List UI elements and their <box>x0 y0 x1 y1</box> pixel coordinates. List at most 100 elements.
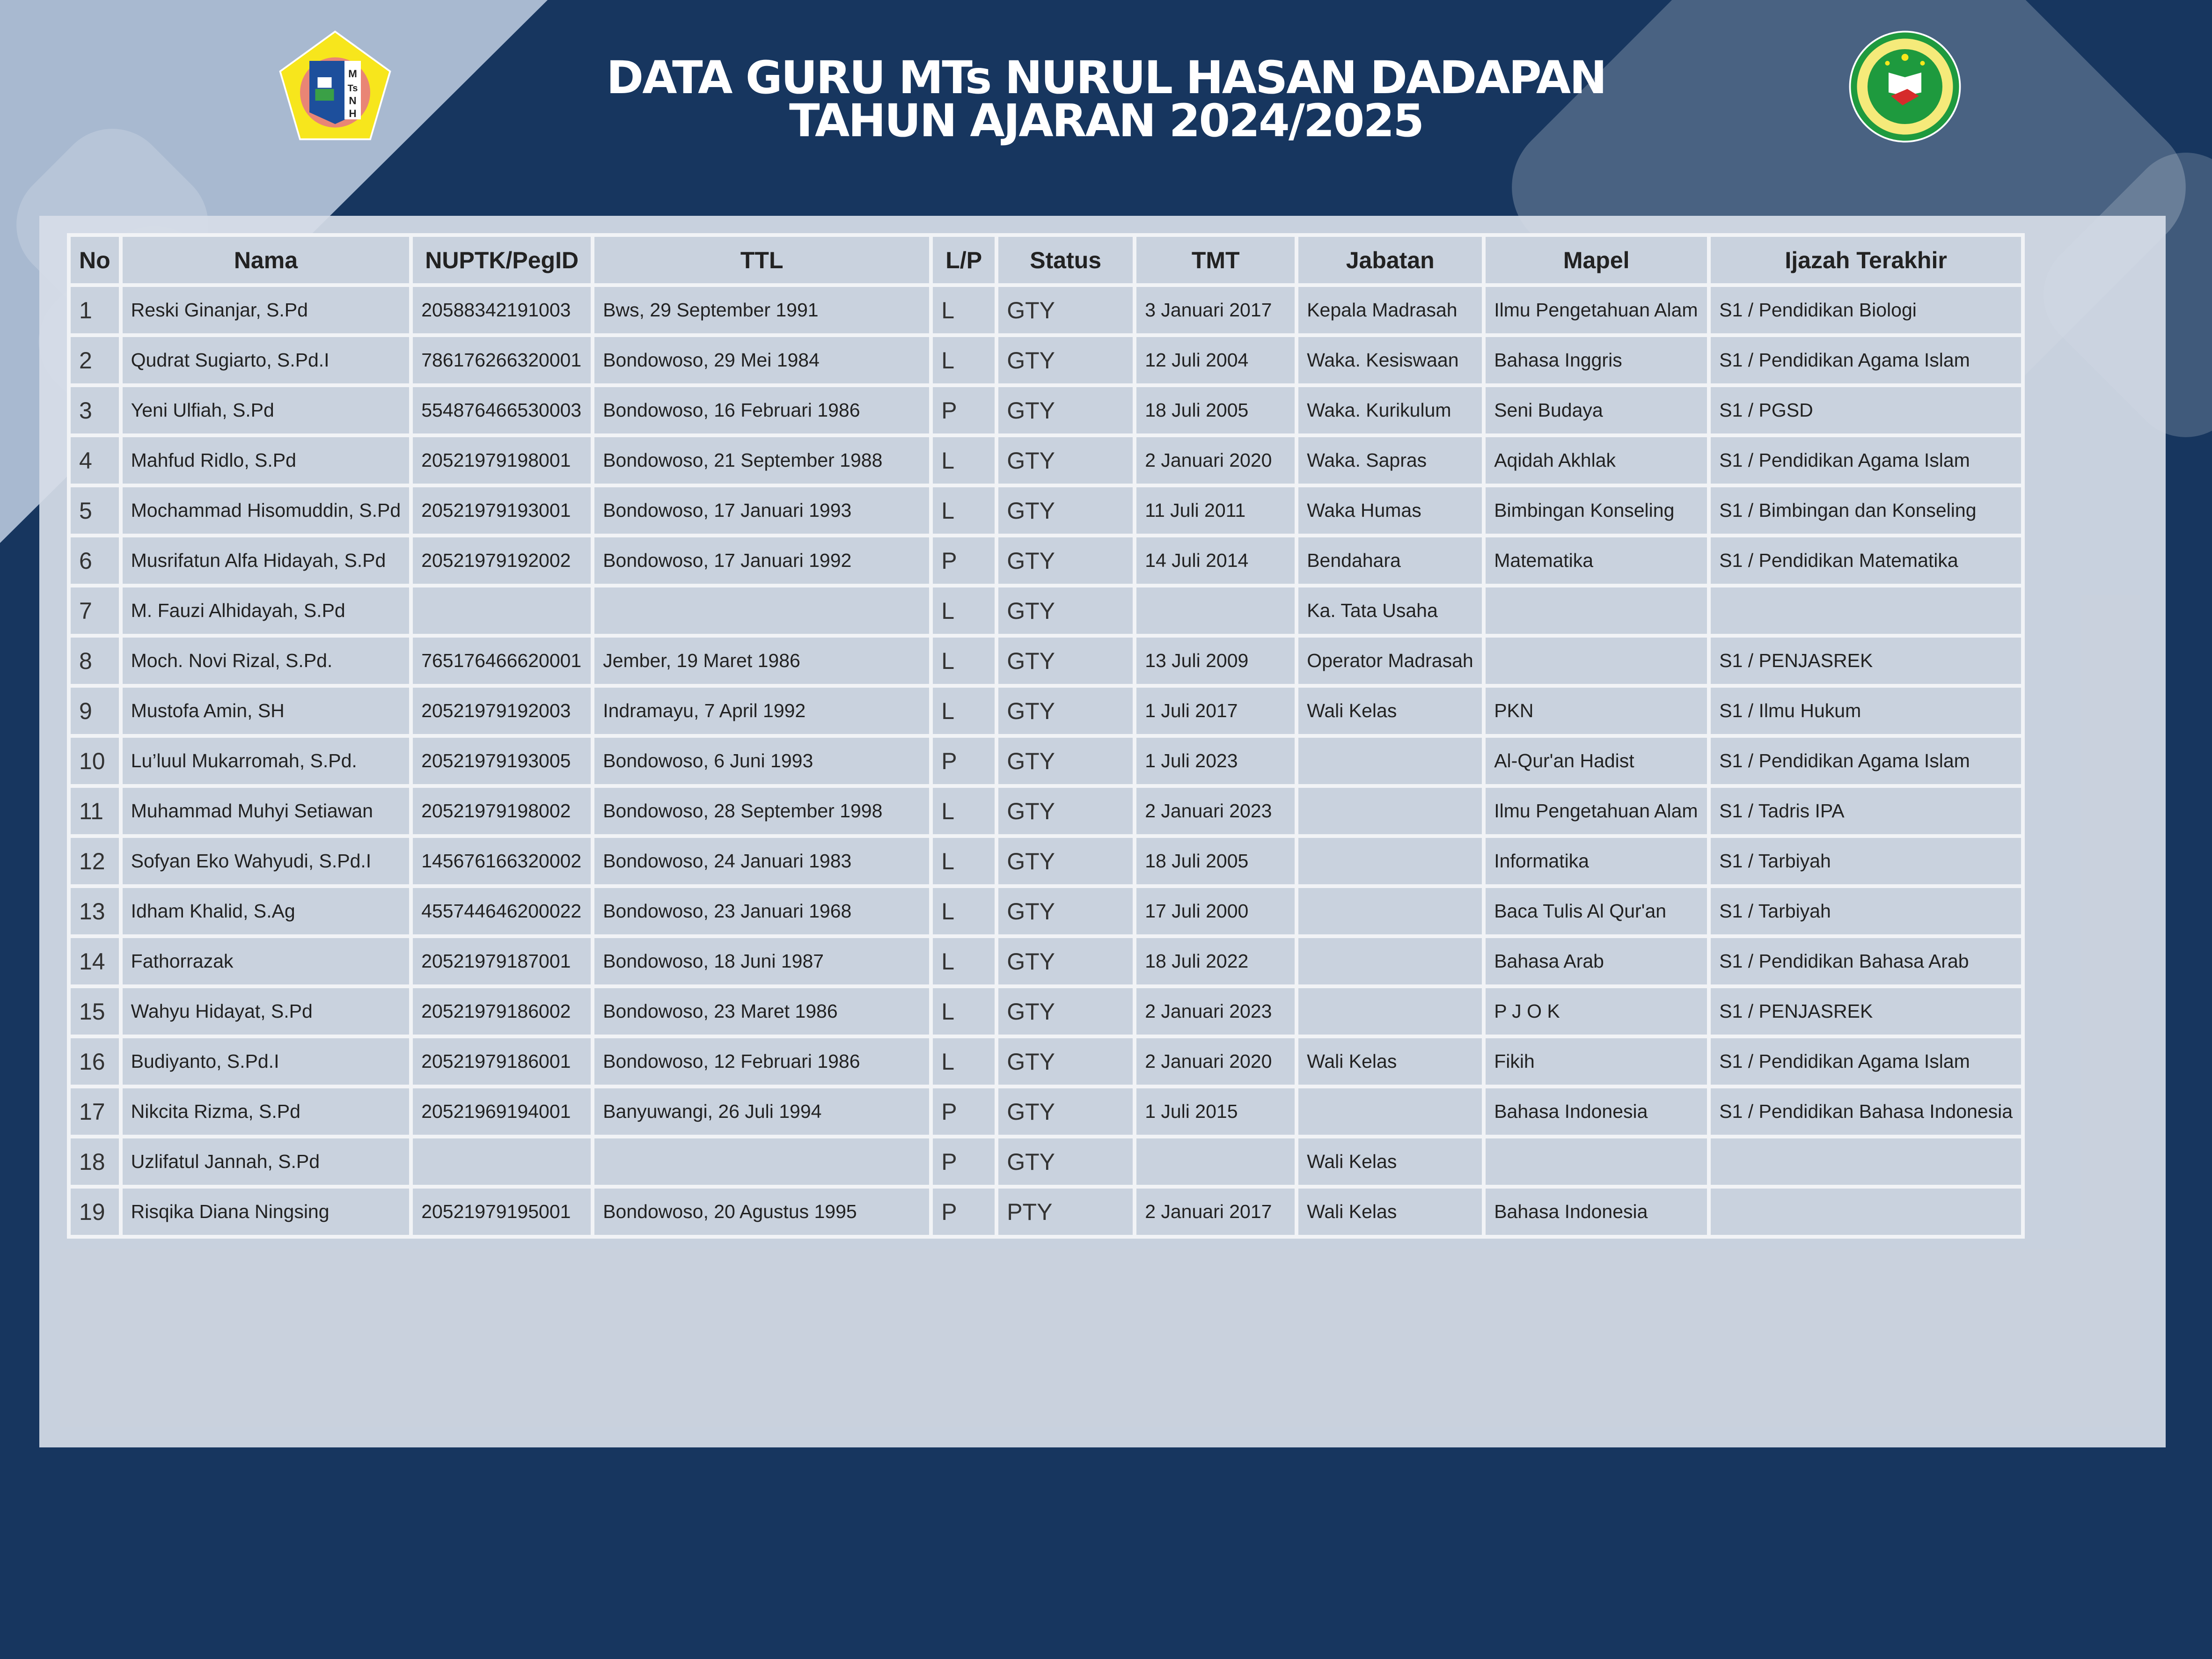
cell-no: 3 <box>71 387 119 433</box>
table-row: 10 Lu’luul Mukarromah, S.Pd. 2052197919300… <box>71 738 2022 784</box>
cell-mapel: Matematika <box>1486 537 1707 584</box>
cell-no: 6 <box>71 537 119 584</box>
cell-nama: Mochammad Hisomuddin, S.Pd <box>122 487 410 534</box>
cell-nama: Lu’luul Mukarromah, S.Pd. <box>122 738 410 784</box>
cell-ttl: Bondowoso, 12 Februari 1986 <box>594 1038 930 1085</box>
cell-mapel: Bimbingan Konseling <box>1486 487 1707 534</box>
table-row: 7 M. Fauzi Alhidayah, S.Pd L GTY Ka. Tata Us… <box>71 587 2022 634</box>
cell-no: 9 <box>71 688 119 734</box>
page-title: DATA GURU MTs NURUL HASAN DADAPAN TAHUN … <box>0 55 2212 147</box>
cell-status: GTY <box>998 337 1133 383</box>
cell-no: 7 <box>71 587 119 634</box>
cell-mapel <box>1486 1138 1707 1185</box>
cell-ijazah: S1 / Pendidikan Agama Islam <box>1711 738 2022 784</box>
cell-lp: P <box>933 738 995 784</box>
cell-no: 11 <box>71 788 119 834</box>
table-row: 8 Moch. Novi Rizal, S.Pd. 765176466620001 J… <box>71 638 2022 684</box>
cell-status: GTY <box>998 988 1133 1035</box>
cell-lp: L <box>933 1038 995 1085</box>
cell-ttl: Bondowoso, 29 Mei 1984 <box>594 337 930 383</box>
cell-lp: L <box>933 888 995 934</box>
cell-lp: L <box>933 938 995 984</box>
cell-tmt: 11 Juli 2011 <box>1136 487 1295 534</box>
cell-ijazah: S1 / Pendidikan Biologi <box>1711 287 2022 333</box>
cell-nuptk: 765176466620001 <box>413 638 591 684</box>
cell-jabatan: Ka. Tata Usaha <box>1298 587 1482 634</box>
cell-nuptk: 20521979195001 <box>413 1189 591 1235</box>
cell-nuptk: 455744646200022 <box>413 888 591 934</box>
cell-status: GTY <box>998 838 1133 884</box>
cell-tmt: 2 Januari 2017 <box>1136 1189 1295 1235</box>
column-header-nuptk: NUPTK/PegID <box>413 237 591 283</box>
cell-lp: L <box>933 487 995 534</box>
cell-ttl <box>594 587 930 634</box>
cell-jabatan: Wali Kelas <box>1298 1138 1482 1185</box>
cell-nuptk: 20521979187001 <box>413 938 591 984</box>
cell-status: GTY <box>998 888 1133 934</box>
cell-jabatan <box>1298 1088 1482 1135</box>
cell-nuptk: 786176266320001 <box>413 337 591 383</box>
cell-jabatan: Bendahara <box>1298 537 1482 584</box>
cell-mapel: P J O K <box>1486 988 1707 1035</box>
cell-ttl <box>594 1138 930 1185</box>
cell-jabatan: Waka. Kurikulum <box>1298 387 1482 433</box>
cell-nama: Budiyanto, S.Pd.I <box>122 1038 410 1085</box>
cell-ijazah: S1 / Pendidikan Agama Islam <box>1711 337 2022 383</box>
cell-nama: Sofyan Eko Wahyudi, S.Pd.I <box>122 838 410 884</box>
cell-ijazah: S1 / Bimbingan dan Konseling <box>1711 487 2022 534</box>
cell-ijazah: S1 / PGSD <box>1711 387 2022 433</box>
column-header-lp: L/P <box>933 237 995 283</box>
cell-jabatan <box>1298 938 1482 984</box>
cell-mapel: Bahasa Inggris <box>1486 337 1707 383</box>
cell-ijazah: S1 / Pendidikan Matematika <box>1711 537 2022 584</box>
cell-nama: M. Fauzi Alhidayah, S.Pd <box>122 587 410 634</box>
title-line-2: TAHUN AJARAN 2024/2025 <box>789 95 1424 147</box>
table-row: 9 Mustofa Amin, SH 20521979192003 Indramayu… <box>71 688 2022 734</box>
cell-nuptk: 20521979193001 <box>413 487 591 534</box>
cell-no: 19 <box>71 1189 119 1235</box>
cell-tmt: 1 Juli 2023 <box>1136 738 1295 784</box>
cell-nama: Mustofa Amin, SH <box>122 688 410 734</box>
cell-ijazah <box>1711 1138 2022 1185</box>
svg-text:Ts: Ts <box>348 83 358 94</box>
cell-ijazah: S1 / Pendidikan Agama Islam <box>1711 437 2022 484</box>
cell-ijazah <box>1711 587 2022 634</box>
table-row: 15 Wahyu Hidayat, S.Pd 20521979186002 Bondo… <box>71 988 2022 1035</box>
cell-jabatan: Wali Kelas <box>1298 1189 1482 1235</box>
cell-jabatan: Kepala Madrasah <box>1298 287 1482 333</box>
cell-nuptk <box>413 1138 591 1185</box>
cell-ttl: Bondowoso, 18 Juni 1987 <box>594 938 930 984</box>
cell-no: 4 <box>71 437 119 484</box>
table-row: 6 Musrifatun Alfa Hidayah, S.Pd 2052197919… <box>71 537 2022 584</box>
table-header-row: No Nama NUPTK/PegID TTL L/P Status TMT Jabatan M… <box>71 237 2022 283</box>
cell-ijazah: S1 / Pendidikan Agama Islam <box>1711 1038 2022 1085</box>
cell-ttl: Banyuwangi, 26 Juli 1994 <box>594 1088 930 1135</box>
cell-jabatan <box>1298 988 1482 1035</box>
cell-ttl: Bondowoso, 24 Januari 1983 <box>594 838 930 884</box>
table-row: 2 Qudrat Sugiarto, S.Pd.I 786176266320001 B… <box>71 337 2022 383</box>
cell-mapel: Seni Budaya <box>1486 387 1707 433</box>
cell-nama: Reski Ginanjar, S.Pd <box>122 287 410 333</box>
cell-nuptk: 145676166320002 <box>413 838 591 884</box>
cell-ijazah <box>1711 1189 2022 1235</box>
cell-tmt: 17 Juli 2000 <box>1136 888 1295 934</box>
cell-lp: P <box>933 1138 995 1185</box>
cell-status: GTY <box>998 437 1133 484</box>
cell-ijazah: S1 / Tarbiyah <box>1711 888 2022 934</box>
cell-no: 13 <box>71 888 119 934</box>
cell-tmt: 1 Juli 2015 <box>1136 1088 1295 1135</box>
column-header-ttl: TTL <box>594 237 930 283</box>
cell-mapel: Baca Tulis Al Qur'an <box>1486 888 1707 934</box>
cell-no: 15 <box>71 988 119 1035</box>
cell-no: 12 <box>71 838 119 884</box>
cell-status: GTY <box>998 487 1133 534</box>
column-header-mapel: Mapel <box>1486 237 1707 283</box>
cell-tmt: 2 Januari 2023 <box>1136 988 1295 1035</box>
cell-lp: L <box>933 437 995 484</box>
cell-nuptk <box>413 587 591 634</box>
cell-lp: L <box>933 788 995 834</box>
cell-ijazah: S1 / Pendidikan Bahasa Arab <box>1711 938 2022 984</box>
table-row: 16 Budiyanto, S.Pd.I 20521979186001 Bondowo… <box>71 1038 2022 1085</box>
cell-status: GTY <box>998 387 1133 433</box>
cell-nama: Yeni Ulfiah, S.Pd <box>122 387 410 433</box>
